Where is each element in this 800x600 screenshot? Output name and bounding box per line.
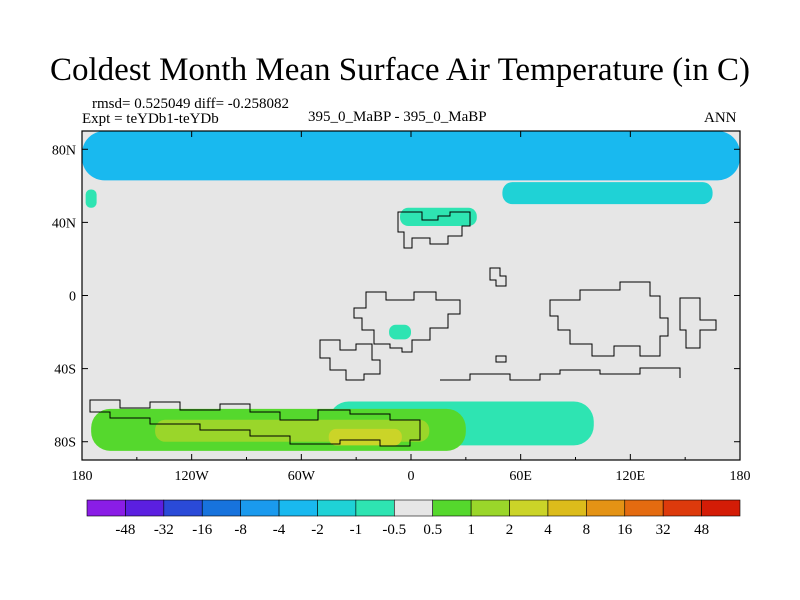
colorbar-swatch-4 <box>240 499 280 517</box>
colorbar-label-9: 1 <box>467 522 475 538</box>
field-region-2 <box>85 189 97 208</box>
colorbar-swatch-15 <box>662 499 702 517</box>
colorbar-label-4: -4 <box>273 522 286 538</box>
colorbar-swatch-9 <box>432 499 472 517</box>
colorbar-swatch-8 <box>393 499 434 517</box>
colorbar-label-2: -16 <box>192 522 212 538</box>
field-region-1 <box>502 182 713 205</box>
colorbar-label-3: -8 <box>234 522 247 538</box>
y-tick-label-1: 40N <box>52 216 76 231</box>
y-tick-label-3: 40S <box>54 363 76 378</box>
colorbar-swatch-0 <box>86 499 126 517</box>
colorbar-label-11: 4 <box>544 522 552 538</box>
y-tick-label-0: 80N <box>52 143 76 158</box>
colorbar-swatch-12 <box>547 499 587 517</box>
case-label: 395_0_MaBP - 395_0_MaBP <box>308 109 487 125</box>
colorbar-swatch-3 <box>201 499 241 517</box>
x-tick-label-3: 0 <box>408 469 415 484</box>
x-tick-label-0: 180 <box>72 469 93 484</box>
colorbar-swatch-16 <box>701 499 741 517</box>
colorbar-swatch-2 <box>163 499 203 517</box>
field-region-8 <box>328 428 402 446</box>
coastline-4 <box>679 297 717 349</box>
colorbar-label-10: 2 <box>506 522 514 538</box>
x-tick-label-5: 120E <box>616 469 646 484</box>
colorbar-swatch-10 <box>470 499 510 517</box>
x-tick-label-1: 120W <box>175 469 210 484</box>
colorbar-label-15: 48 <box>694 522 709 538</box>
coastline-3 <box>549 281 669 357</box>
y-tick-label-4: 80S <box>54 436 76 451</box>
coastline-8 <box>440 367 681 381</box>
colorbar-swatch-11 <box>509 499 549 517</box>
colorbar-swatch-1 <box>125 499 165 517</box>
colorbar-label-14: 32 <box>656 522 671 538</box>
colorbar-label-6: -1 <box>350 522 363 538</box>
coastline-7 <box>89 399 421 447</box>
experiment-label: Expt = teYDb1-teYDb <box>82 111 219 127</box>
colorbar-swatch-5 <box>278 499 318 517</box>
coastline-2 <box>353 291 461 353</box>
field-region-0 <box>82 131 740 181</box>
colorbar-label-1: -32 <box>154 522 174 538</box>
colorbar-swatch-14 <box>624 499 664 517</box>
colorbar-label-8: 0.5 <box>423 522 442 538</box>
x-tick-label-2: 60W <box>288 469 316 484</box>
coastline-0 <box>397 211 471 249</box>
field-region-4 <box>389 324 411 340</box>
colorbar-label-13: 16 <box>617 522 633 538</box>
colorbar-label-0: -48 <box>115 522 135 538</box>
colorbar-label-5: -2 <box>311 522 324 538</box>
colorbar-swatch-13 <box>586 499 626 517</box>
colorbar-swatch-6 <box>317 499 357 517</box>
coastline-1 <box>489 267 507 287</box>
chart-title: Coldest Month Mean Surface Air Temperatu… <box>50 52 750 88</box>
x-tick-label-4: 60E <box>509 469 532 484</box>
stats-label: rmsd= 0.525049 diff= -0.258082 <box>92 96 290 112</box>
colorbar-swatch-7 <box>355 499 395 517</box>
x-tick-label-6: 180 <box>730 469 751 484</box>
coastline-5 <box>319 339 381 381</box>
colorbar-label-12: 8 <box>583 522 591 538</box>
coastline-6 <box>495 355 507 363</box>
season-label: ANN <box>704 110 737 126</box>
colorbar-label-7: -0.5 <box>382 522 406 538</box>
y-tick-label-2: 0 <box>69 290 76 305</box>
